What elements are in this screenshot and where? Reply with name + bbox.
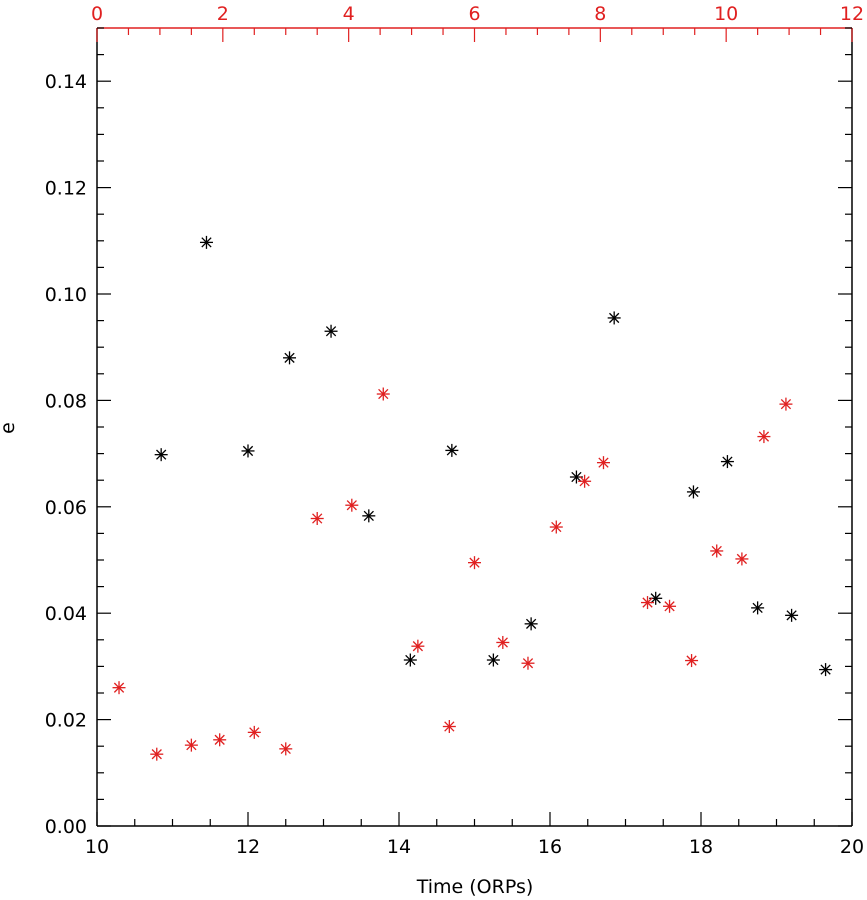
y-tick-label: 0.02: [45, 710, 87, 732]
y-tick-label: 0.04: [45, 603, 87, 625]
top-x-tick-label: 8: [594, 3, 606, 25]
top-x-tick-label: 6: [468, 3, 480, 25]
black-data-point: [362, 509, 376, 523]
red-data-point: [310, 512, 324, 526]
black-data-point: [686, 485, 700, 499]
red-data-point: [757, 430, 771, 444]
black-data-point: [607, 311, 621, 325]
black-data-point: [720, 455, 734, 469]
y-tick-label: 0.10: [45, 284, 87, 306]
red-data-point: [279, 742, 293, 756]
black-data-point: [154, 448, 168, 462]
left-y-axis: 0.00 0.02 0.04 0.06 0.08 0.10 0.12 0.14: [45, 27, 111, 838]
x-tick-label: 12: [236, 836, 260, 858]
y-tick-label: 0.08: [45, 390, 87, 412]
top-x-tick-label: 4: [343, 3, 355, 25]
black-data-point: [486, 653, 500, 667]
black-data-point: [324, 324, 338, 338]
red-data-point: [496, 635, 510, 649]
plot-frame: [96, 27, 853, 827]
y-tick-label: 0.12: [45, 178, 87, 200]
y-tick-label: 0.06: [45, 497, 87, 519]
black-data-point: [403, 653, 417, 667]
red-data-point: [521, 656, 535, 670]
red-data-point: [247, 725, 261, 739]
right-y-axis: [838, 27, 852, 827]
red-data-point: [578, 474, 592, 488]
red-data-point: [641, 596, 655, 610]
x-tick-label: 16: [538, 836, 562, 858]
top-x-tick-label: 0: [91, 3, 103, 25]
red-data-point: [376, 387, 390, 401]
red-data-point: [663, 599, 677, 613]
x-tick-label: 20: [840, 836, 864, 858]
red-data-point: [779, 397, 793, 411]
black-data-point: [283, 351, 297, 365]
red-data-point: [411, 639, 425, 653]
black-data-point: [445, 443, 459, 457]
black-data-point: [524, 617, 538, 631]
black-data-point: [785, 608, 799, 622]
black-data-point: [819, 663, 833, 677]
black-data-point: [241, 444, 255, 458]
top-x-tick-label: 10: [714, 3, 738, 25]
red-data-point: [468, 556, 481, 570]
black-data-point: [199, 235, 213, 249]
top-x-tick-label: 12: [840, 3, 864, 25]
top-x-axis: 0 2 4 6 8 10 12: [91, 3, 864, 42]
top-x-tick-label: 2: [217, 3, 229, 25]
red-data-point: [596, 456, 610, 470]
red-data-point: [184, 738, 198, 752]
red-data-point: [735, 552, 749, 566]
red-data-point: [549, 520, 563, 534]
red-data-point: [112, 681, 126, 695]
y-axis-label: e: [0, 422, 19, 434]
y-tick-label: 0.14: [45, 71, 87, 93]
black-data-point: [751, 601, 765, 615]
x-tick-label: 14: [387, 836, 411, 858]
red-data-point: [710, 544, 724, 558]
x-tick-label: 10: [85, 836, 109, 858]
red-data-point: [345, 498, 359, 512]
bottom-x-axis: 10 12 14 16 18 20: [85, 812, 864, 858]
red-data-point: [442, 720, 456, 734]
red-data-point: [150, 747, 164, 761]
y-tick-label: 0.00: [45, 816, 87, 838]
x-axis-label: Time (ORPs): [416, 876, 534, 898]
red-data-point: [685, 654, 699, 668]
data-points: [112, 235, 833, 761]
red-data-point: [213, 733, 227, 747]
x-tick-label: 18: [689, 836, 713, 858]
